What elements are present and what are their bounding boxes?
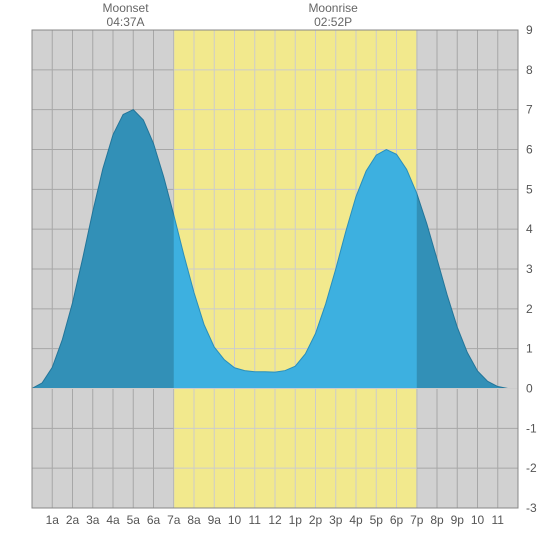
x-tick-label: 5p: [370, 513, 384, 527]
y-tick-label: 8: [526, 63, 533, 77]
x-tick-label: 12: [268, 513, 282, 527]
y-tick-label: 3: [526, 262, 533, 276]
x-tick-label: 7p: [410, 513, 424, 527]
tide-chart: 1a2a3a4a5a6a7a8a9a1011121p2p3p4p5p6p7p8p…: [0, 0, 550, 550]
x-tick-label: 9p: [451, 513, 465, 527]
y-tick-label: 9: [526, 23, 533, 37]
y-tick-label: 2: [526, 302, 533, 316]
y-tick-label: 6: [526, 143, 533, 157]
x-tick-labels: 1a 2a 3a 4a 5a 6a 7a 8a 9a 10 11 12 1p 2p 3p 4p 5p 6p 7p 8p…: [46, 513, 505, 527]
y-tick-label: 1: [526, 342, 533, 356]
x-tick-label: 3a: [86, 513, 100, 527]
x-tick-label: 3p: [329, 513, 343, 527]
night-right: [417, 30, 518, 508]
x-tick-label: 5a: [127, 513, 141, 527]
night-left: [32, 30, 174, 508]
moonset-time: 04:37A: [107, 15, 145, 29]
moonset-label: Moonset: [103, 1, 150, 15]
chart-svg: 1a2a3a4a5a6a7a8a9a1011121p2p3p4p5p6p7p8p…: [0, 0, 550, 550]
x-tick-label: 11: [249, 513, 262, 527]
x-tick-label: 9a: [208, 513, 222, 527]
y-tick-label: -2: [526, 461, 537, 475]
y-tick-label: 5: [526, 182, 533, 196]
y-tick-label: 0: [526, 382, 533, 396]
y-tick-label: 4: [526, 222, 533, 236]
moonrise-label: Moonrise: [308, 1, 358, 15]
x-tick-label: 2p: [309, 513, 323, 527]
x-tick-label: 1p: [289, 513, 303, 527]
x-tick-label: 1a: [46, 513, 60, 527]
x-tick-label: 6a: [147, 513, 161, 527]
x-tick-label: 10: [471, 513, 485, 527]
x-tick-label: 10: [228, 513, 242, 527]
y-tick-label: -3: [526, 501, 537, 515]
x-tick-label: 7a: [167, 513, 181, 527]
moonrise-time: 02:52P: [314, 15, 352, 29]
x-tick-label: 6p: [390, 513, 404, 527]
x-tick-label: 4a: [106, 513, 120, 527]
x-tick-label: 11: [492, 513, 505, 527]
y-tick-label: -1: [526, 421, 537, 435]
x-tick-label: 8p: [430, 513, 444, 527]
x-tick-label: 2a: [66, 513, 80, 527]
x-tick-label: 4p: [349, 513, 363, 527]
x-tick-label: 8a: [187, 513, 201, 527]
y-tick-label: 7: [526, 103, 533, 117]
